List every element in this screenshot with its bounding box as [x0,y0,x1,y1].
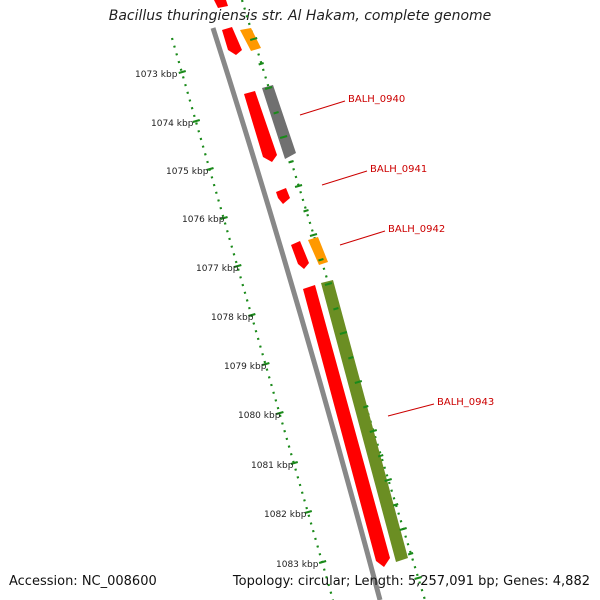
outer-minor-tick [303,209,309,213]
outer-minor-tick [288,160,294,164]
inner-tick [192,118,201,124]
outer-minor-tick [318,258,324,262]
accession-label: Accession: NC_008600 [9,574,157,589]
outer-tick [414,576,422,580]
cds-red-1 [222,27,242,55]
outer-tick [324,282,333,286]
inner-tick [290,460,299,466]
tick-label: 1076 kbp [182,215,225,225]
inner-ruler [170,37,335,600]
outer-minor-tick [377,454,384,458]
tick-label: 1073 kbp [135,70,178,80]
outer-tick [399,527,407,531]
outer-minor-tick [273,111,279,115]
tick-label: 1083 kbp [276,560,319,570]
leader-line [321,170,368,186]
outer-minor-tick [363,405,369,409]
outer-tick [339,331,348,335]
outer-tick [354,380,363,384]
inner-tick [206,166,214,172]
inner-tick [262,361,270,367]
inner-tick [318,559,327,565]
cds-gray-0940 [262,85,296,159]
inner-tick [234,263,242,269]
gene-leader-lines [299,100,435,417]
inner-tick [220,215,228,221]
tick-label: 1078 kbp [211,313,254,323]
inner-tick [248,312,256,318]
outer-minor-tick [258,62,264,66]
gene-label-0942[interactable]: BALH_0942 [388,224,445,235]
tick-label: 1079 kbp [224,362,267,372]
genome-backbone [210,27,383,600]
leader-line [339,230,386,246]
outer-tick [249,37,258,41]
outer-tick [309,233,318,237]
cds-red-top [214,0,228,8]
tick-label: 1081 kbp [251,461,294,471]
cds-red-2 [244,91,277,162]
outer-minor-tick [407,552,414,556]
leader-line [387,403,435,417]
cds-features [214,0,408,567]
inner-tick [276,410,284,416]
cds-red-3 [276,188,290,204]
cds-red-4 [291,241,309,269]
outer-tick [279,135,288,139]
inner-tick [178,69,187,75]
cds-olive-0943 [321,280,408,562]
leader-line [299,100,346,116]
outer-tick [384,478,392,482]
tick-label: 1077 kbp [196,264,239,274]
inner-tick-marks [178,69,327,565]
outer-tick-marks [249,37,422,580]
outer-tick [369,429,378,433]
cds-orange-0942 [308,237,328,265]
tick-label: 1082 kbp [264,510,307,520]
outer-tick [294,184,303,188]
gene-label-0943[interactable]: BALH_0943 [437,397,494,408]
genome-stats-label: Topology: circular; Length: 5,257,091 bp… [232,574,590,589]
outer-minor-tick [333,307,339,311]
cds-red-long [303,285,390,567]
outer-minor-tick [348,356,354,360]
tick-label: 1080 kbp [238,411,281,421]
tick-label: 1075 kbp [166,167,209,177]
map-title: Bacillus thuringiensis str. Al Hakam, co… [108,8,492,24]
inner-tick [304,509,313,515]
gene-label-0940[interactable]: BALH_0940 [348,94,405,105]
outer-minor-tick [392,503,399,507]
tick-labels: 1073 kbp 1074 kbp 1075 kbp 1076 kbp 1077… [135,70,319,570]
tick-label: 1074 kbp [151,119,194,129]
outer-tick [264,86,273,90]
gene-label-0941[interactable]: BALH_0941 [370,164,427,175]
